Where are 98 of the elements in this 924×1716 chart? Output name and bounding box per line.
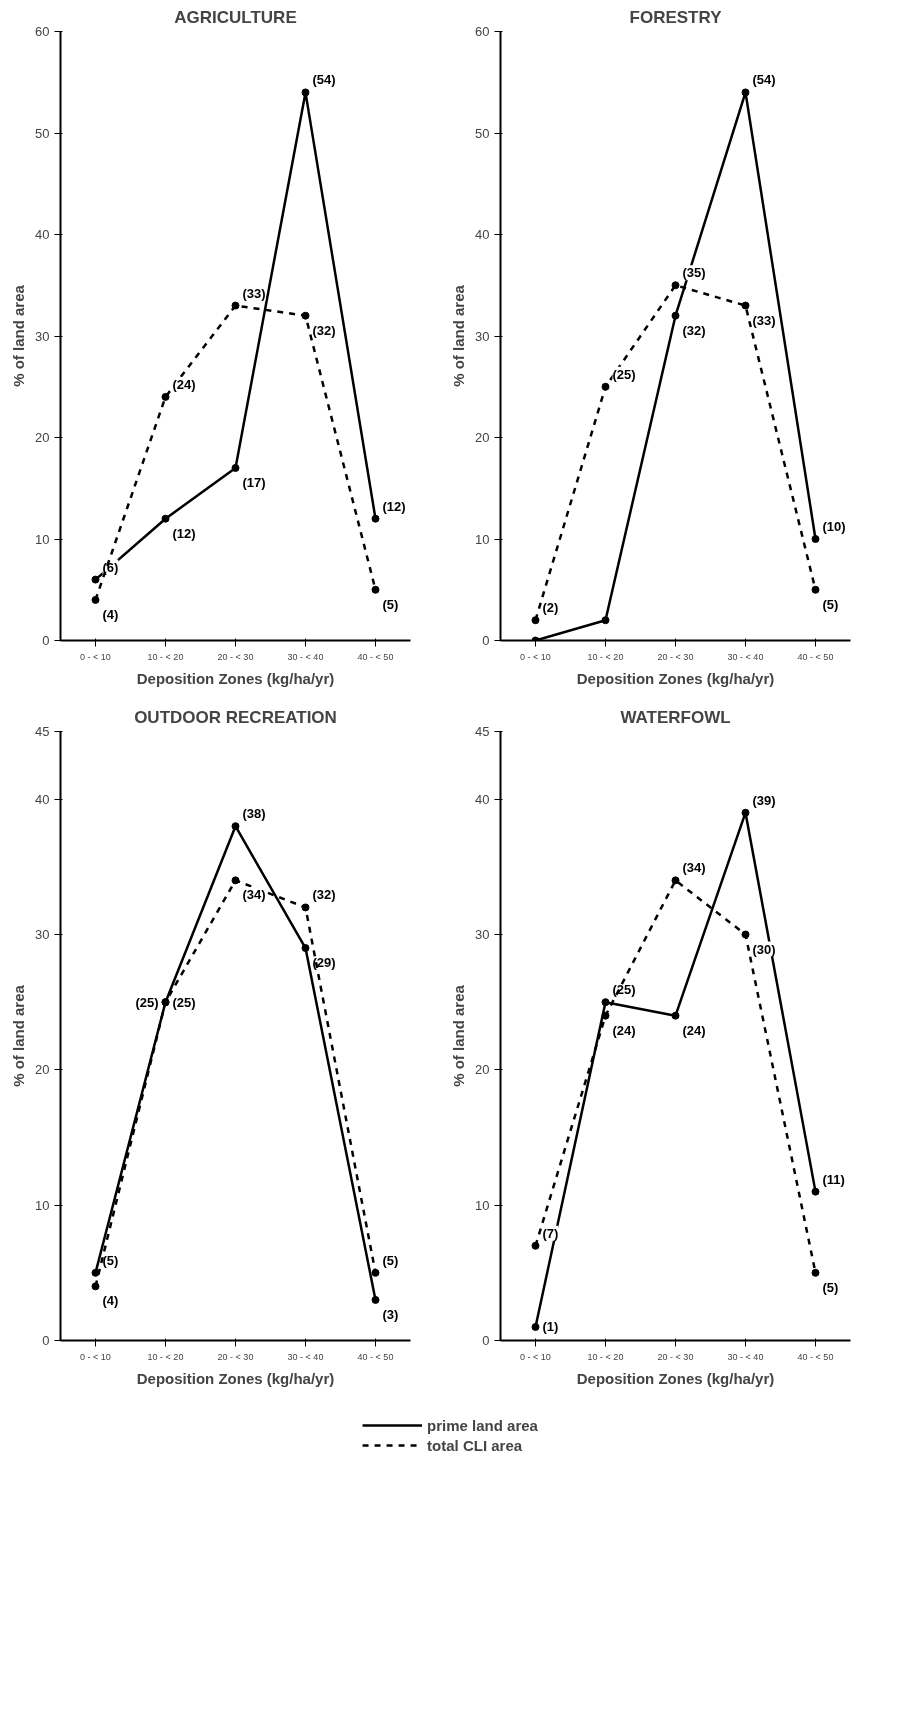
data-label: (30) [752, 941, 776, 957]
y-tick-label: 20 [35, 1062, 50, 1078]
y-tick-label: 50 [35, 125, 50, 141]
y-tick-label: 20 [35, 430, 50, 445]
x-tick-label: 30 - < 40 [287, 1351, 324, 1362]
data-label: (10) [822, 519, 846, 534]
data-label: (33) [242, 285, 266, 301]
y-tick-label: 0 [482, 1333, 490, 1348]
data-label: (4) [102, 1293, 119, 1309]
data-label: (1) [542, 1319, 559, 1335]
y-tick-label: 10 [475, 1197, 490, 1213]
x-tick-label: 40 - < 50 [357, 1351, 394, 1362]
legend-label: total CLI area [427, 1436, 523, 1454]
data-label: (17) [242, 474, 266, 490]
x-tick-label: 30 - < 40 [287, 651, 324, 662]
y-tick-label: 10 [35, 531, 50, 547]
y-tick-label: 30 [35, 927, 50, 942]
x-tick-label: 0 - < 10 [80, 651, 111, 662]
x-tick-label: 40 - < 50 [797, 1351, 834, 1362]
x-axis-title: Deposition Zones (kg/ha/yr) [576, 1369, 775, 1387]
data-label: (54) [752, 72, 776, 88]
y-tick-label: 45 [35, 724, 50, 739]
data-label: (12) [382, 498, 406, 514]
y-tick-label: 10 [475, 531, 490, 547]
data-label: (5) [382, 1252, 399, 1268]
data-label: (11) [822, 1171, 845, 1187]
y-tick-label: 0 [42, 1333, 50, 1348]
data-label: (24) [612, 1022, 636, 1038]
x-tick-label: 30 - < 40 [727, 651, 764, 662]
data-label: (5) [102, 1252, 119, 1268]
y-tick-label: 20 [475, 1062, 490, 1078]
x-axis-title: Deposition Zones (kg/ha/yr) [576, 669, 775, 687]
y-tick-label: 10 [35, 1197, 50, 1213]
x-tick-label: 30 - < 40 [727, 1351, 764, 1362]
data-label: (33) [752, 312, 776, 328]
x-tick-label: 10 - < 20 [147, 1351, 184, 1362]
data-label: (34) [242, 887, 266, 903]
y-tick-label: 0 [42, 633, 50, 648]
y-tick-label: 40 [475, 791, 490, 807]
x-tick-label: 0 - < 10 [520, 651, 551, 662]
data-label: (24) [172, 376, 196, 392]
y-axis-title: % of land area [450, 984, 468, 1087]
data-label: (32) [312, 887, 336, 903]
chart-title: WATERFOWL [620, 707, 731, 727]
y-axis-title: % of land area [450, 284, 468, 387]
data-label: (2) [542, 600, 559, 616]
y-tick-label: 30 [475, 927, 490, 942]
y-tick-label: 60 [35, 24, 50, 39]
x-axis-title: Deposition Zones (kg/ha/yr) [136, 1369, 335, 1387]
data-label: (39) [752, 792, 776, 808]
y-tick-label: 40 [35, 791, 50, 807]
data-label: (5) [822, 1279, 839, 1295]
y-tick-label: 60 [475, 24, 490, 39]
data-label: (25) [612, 366, 636, 382]
data-label: (4) [102, 606, 119, 622]
data-label: (34) [682, 860, 706, 876]
data-label: (25) [135, 994, 159, 1010]
x-tick-label: 10 - < 20 [587, 651, 624, 662]
data-label: (25) [172, 994, 196, 1010]
x-axis-title: Deposition Zones (kg/ha/yr) [136, 669, 335, 687]
data-label: (7) [542, 1225, 559, 1241]
x-tick-label: 40 - < 50 [797, 651, 834, 662]
y-tick-label: 50 [475, 125, 490, 141]
y-tick-label: 45 [475, 724, 490, 739]
data-label: (24) [682, 1022, 706, 1038]
y-tick-label: 30 [475, 328, 490, 344]
y-tick-label: 40 [35, 227, 50, 242]
data-label: (38) [242, 806, 266, 822]
x-tick-label: 0 - < 10 [80, 1351, 111, 1362]
data-label: (32) [682, 322, 706, 338]
data-label: (3) [382, 1306, 399, 1322]
data-label: (32) [312, 322, 336, 338]
y-tick-label: 20 [475, 430, 490, 445]
data-label: (29) [312, 955, 336, 971]
x-tick-label: 0 - < 10 [520, 1351, 551, 1362]
y-axis-title: % of land area [10, 284, 28, 387]
data-label: (25) [612, 982, 636, 998]
x-tick-label: 10 - < 20 [587, 1351, 624, 1362]
x-tick-label: 20 - < 30 [657, 1351, 694, 1362]
data-label: (54) [312, 72, 336, 88]
x-tick-label: 20 - < 30 [217, 651, 254, 662]
x-tick-label: 20 - < 30 [217, 1351, 254, 1362]
chart-title: AGRICULTURE [174, 7, 297, 27]
chart-title: FORESTRY [629, 7, 723, 27]
chart-title: OUTDOOR RECREATION [134, 707, 337, 727]
x-tick-label: 10 - < 20 [147, 651, 184, 662]
x-tick-label: 40 - < 50 [357, 651, 394, 662]
data-label: (6) [102, 559, 119, 575]
x-tick-label: 20 - < 30 [657, 651, 694, 662]
data-label: (12) [172, 525, 196, 541]
legend-label: prime land area [427, 1416, 538, 1434]
y-tick-label: 30 [35, 328, 50, 344]
data-label: (35) [682, 265, 706, 281]
y-axis-title: % of land area [10, 984, 28, 1087]
data-label: (5) [822, 596, 839, 612]
y-tick-label: 40 [475, 227, 490, 242]
y-tick-label: 0 [482, 633, 490, 648]
data-label: (5) [382, 596, 399, 612]
